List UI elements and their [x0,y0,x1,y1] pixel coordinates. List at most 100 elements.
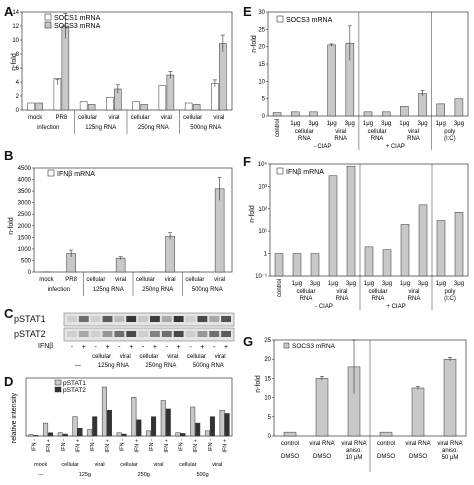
chart-a-xlabel: viral [161,115,172,121]
chart-b-bar [115,257,126,273]
chart-a-xlabel: cellular [131,115,150,121]
blot-ifn-sign: - [118,344,121,351]
blot-ifn-sign: + [105,344,109,351]
chart-e-ytick: 0 [262,114,266,120]
chart-b-bar [214,188,225,273]
chart-e-bar [309,111,318,117]
blot-band-pstat1 [150,316,160,322]
blot-band-pstat1 [126,316,137,322]
chart-f-xsupergroup: + CIAP [386,304,405,310]
chart-d-xgroup-sub: 250g [138,472,150,478]
chart-d-bar [131,397,137,437]
chart-d-xtick: IFN + [193,439,199,453]
chart-f-ytick: 1 [264,252,268,258]
chart-b-xgroup: 250ng RNA [142,287,173,293]
chart-d-xgroup: cellular [179,462,197,468]
chart-g-ytick: 25 [264,338,271,344]
chart-f-ytick: 10⁴ [258,161,268,168]
chart-b-xlabel: viral [165,277,176,283]
chart-g-xlabel: 50 μM [442,455,459,461]
chart-a-legend-socs1: SOCS1 mRNA [54,15,101,22]
blot-group-sublabel: 250ng RNA [145,363,176,369]
chart-e-xgroup: cellular [368,129,387,135]
chart-d-xtick: IFN - [61,439,67,451]
chart-a-ytick: 4 [16,80,20,86]
chart-e-xlabel: 1μg [290,121,300,127]
chart-e-frame [267,11,469,117]
chart-d-bar [180,433,186,437]
chart-g-xsublabel: DMSO [409,454,427,460]
chart-b-legend-ifnb: IFNβ mRNA [57,171,95,178]
chart-f: n-fold 10⁻¹ 1 10¹ 10² 10³ 10⁴ IFNβ mRNA contr… [249,161,469,310]
chart-a-xlabel: viral [108,115,119,121]
chart-e-bar [363,111,373,117]
chart-e-bar [272,112,282,117]
blot-band-pstat1 [221,316,231,322]
panel-letter-d: D [4,374,14,389]
chart-e-xgroup: viral [335,129,346,135]
blot-band-pstat2 [185,331,196,337]
blot-band-pstat2 [197,331,208,337]
chart-d-xtick: IFN - [149,439,155,451]
chart-b-legend: IFNβ mRNA [47,169,95,178]
blot-panel-c: pSTAT1 pSTAT2 IFNβ - + - + - + - + - + - + - + cellul… [0,302,240,374]
chart-d-ylabel: relative intensity [11,392,18,443]
chart-g-xlabel: viral RNA [341,441,366,447]
chart-f-bar [382,249,392,277]
chart-b-ytick: 3500 [18,189,32,195]
chart-a-bar [219,43,227,111]
chart-g-xsublabel: DMSO [377,454,395,460]
chart-e-ytick: 30 [258,10,265,16]
chart-d-bar [190,406,196,437]
blot-ifn-sign: + [224,344,228,351]
blot-band-pstat2 [221,331,231,337]
chart-d-xtick: IFN - [90,439,96,451]
chart-f-xlabel: 1μg [292,281,302,287]
chart-g-bar [315,378,329,437]
chart-e: n-fold 0 5 10 15 20 25 30 SOCS3 mRNA control 1μ… [251,10,469,150]
chart-e-xlabel: control [275,119,281,137]
chart-f-xlabel: 1μg [328,281,338,287]
blot-ifn-sign: + [177,344,181,351]
chart-a-ylabel: n-fold [11,53,18,71]
chart-e-xsupergroup: + CIAP [386,144,405,150]
chart-d-xtick: IFN + [134,439,140,453]
chart-f-xlabel: 3μg [382,281,392,287]
blot-ifn-sign: - [213,344,216,351]
blot-ifn-sign: + [82,344,86,351]
chart-d-bar [48,432,54,437]
chart-b-xlabel: PR8 [65,277,77,283]
chart-e-ytick: 5 [262,97,266,103]
chart-e-xgroup: cellular [295,129,314,135]
chart-d-bar [146,430,152,437]
blot-band-pstat1 [78,316,89,322]
chart-f-bar [454,212,464,277]
chart-d-xgroup: viral [95,462,105,468]
chart-g: n-fold 0 5 10 15 20 25 SOCS3 mRNA control vira… [255,338,467,472]
chart-e-ytick: 25 [258,27,265,33]
chart-b-ytick: 3000 [18,201,32,207]
chart-f-legend-ifnb: IFNβ mRNA [286,169,324,176]
blot-row-label-pstat1: pSTAT1 [14,314,46,324]
blot-band-pstat2 [102,331,113,337]
chart-b-xlabel: viral [115,277,126,283]
chart-f-bar [364,246,374,277]
chart-d-bar [160,400,166,437]
chart-f-ytick: 10¹ [258,229,267,235]
blot-row-label-pstat2: pSTAT2 [14,329,46,339]
chart-a-bar [53,78,62,111]
chart-g-bar [443,358,457,437]
chart-e-xlabel: 3μg [454,121,464,127]
chart-e-bar [327,44,336,117]
chart-f-bar [274,253,284,277]
chart-d-xtick: IFN - [208,439,214,451]
chart-g-bar [411,387,425,437]
chart-e-xsupergroup: - CIAP [314,144,332,150]
chart-b-ytick: 2000 [18,224,32,230]
chart-e-xlabel: 3μg [417,121,427,127]
chart-d-bar [175,432,181,437]
chart-g-bar [379,431,393,437]
chart-a-xlabel: cellular [78,115,97,121]
chart-d-bar [165,408,171,437]
chart-e-xgroup: viral [408,129,419,135]
